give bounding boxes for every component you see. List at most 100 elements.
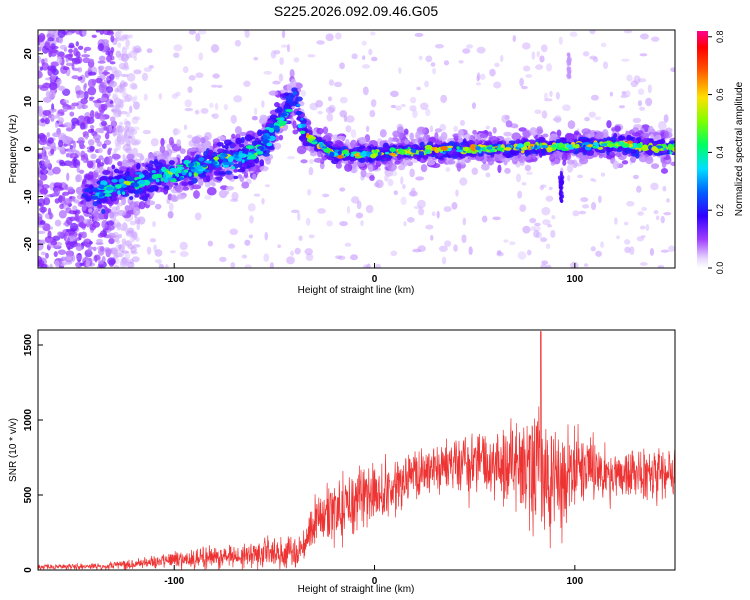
spectrogram-cell [639,225,646,230]
spectrogram-cell [325,132,333,138]
spectrogram-cell [505,120,513,128]
spectrogram-cell [200,107,209,114]
spectrogram-cell [461,234,467,244]
spectrogram-cell [47,37,55,42]
spectrogram-cell [83,90,89,100]
spectrogram-cell [103,211,109,220]
spectrogram-cell [261,197,265,205]
spectrogram-cell [436,210,440,219]
spectrogram-cell [78,233,82,241]
spectrogram-cell [183,169,189,173]
spectrogram-cell [641,206,648,212]
spectrogram-cell [38,107,44,114]
spectrogram-cell [84,46,92,52]
spectrogram-cell [645,97,653,107]
spectrogram-cell [270,50,277,59]
spectrogram-cell [42,82,52,89]
spectrogram-cell [582,204,590,209]
spectrogram-cell [69,145,74,150]
spectrogram-cell [361,64,371,69]
snr-ytick-label: 500 [23,486,34,503]
spectrogram-cell [138,201,146,210]
spectrogram-cell [306,189,312,196]
spectrogram-cell [168,160,175,165]
spectrogram-cell [194,109,200,115]
spectrogram-cell [103,139,112,146]
spectrogram-cell [96,202,103,209]
spectrogram-cell [78,169,85,174]
spectrogram-cell [124,94,133,102]
spectrogram-cell [63,233,67,241]
spectrogram-cell [431,147,436,150]
spectrogram-cell [451,151,459,157]
spectrogram-cell [168,177,174,181]
spectrogram-cell [38,112,43,117]
spectrogram-cell [98,55,106,62]
spectrogram-cell [632,174,639,180]
spectrogram-cell [219,155,225,160]
spectrogram-cell [541,110,548,119]
spectrogram-cell [121,159,130,167]
spectrogram-cell [103,126,108,131]
spectrogram-cell [307,54,316,58]
spectrogram-cell [124,251,131,261]
spectrogram-cell [74,30,82,35]
snr-ytick-label: 1500 [23,333,34,356]
colorbar-tick-label: 0.4 [715,146,725,159]
spectrogram-cell [77,215,85,224]
spectrogram-cell [109,100,114,104]
spectrogram-cell [630,80,639,88]
spectrogram-cell [328,79,335,86]
spectrogram-cell [222,157,227,164]
spectrogram-cell [322,146,328,149]
spectrogram-cell [99,246,105,252]
spectrogram-cell [162,173,167,179]
spectrogram-cell [181,181,189,186]
spectrogram-cell [294,247,301,255]
spectrogram-cell [40,263,48,268]
spectrogram-cell [119,259,129,267]
spectrogram-cell [440,131,448,141]
spectrogram-cell [592,142,599,146]
spectrogram-cell [410,187,416,197]
spectrogram-cell [550,229,556,238]
spectrogram-cell [139,192,146,197]
spectrogram-cell [147,163,153,167]
spectrogram-cell [38,138,48,146]
spectrogram-cell [475,145,481,151]
snr-xtick-label: -100 [164,576,184,587]
spectrogram-cell [52,166,61,175]
spectrogram-cell [107,235,114,239]
spectrogram-cell [480,163,490,171]
spectrogram-cell [262,115,267,124]
spectrogram-cell [504,156,511,163]
spectrogram-cell [402,183,406,190]
spectrogram-cell [205,175,211,183]
spectrogram-cell [89,145,95,152]
spectrogram-cell [497,164,502,174]
spectrogram-cell [621,160,629,165]
spectrogram-cell [525,74,533,78]
spectrogram-cell [269,261,274,268]
spectrogram-cell [62,191,70,196]
spectrogram-cell [49,47,58,57]
spectrogram-ytick-label: -10 [23,189,34,204]
spectrogram-cell [370,153,377,159]
spectrogram-cell [234,126,242,135]
spectrogram-cell [447,145,454,149]
spectrogram-cell [212,113,219,119]
spectrogram-cell [620,94,628,99]
spectrogram-cell [427,160,436,166]
spectrogram-cell [49,30,56,36]
spectrogram-cell [212,73,220,79]
spectrogram-cell [589,55,598,60]
spectrogram-cell [41,146,46,154]
spectrogram-cell [663,147,667,151]
snr-background [38,330,675,570]
spectrogram-cell [600,42,607,48]
spectrogram-cell [157,258,162,266]
spectrogram-cell [75,254,83,261]
spectrogram-cell [329,151,335,158]
spectrogram-cell [119,121,124,126]
